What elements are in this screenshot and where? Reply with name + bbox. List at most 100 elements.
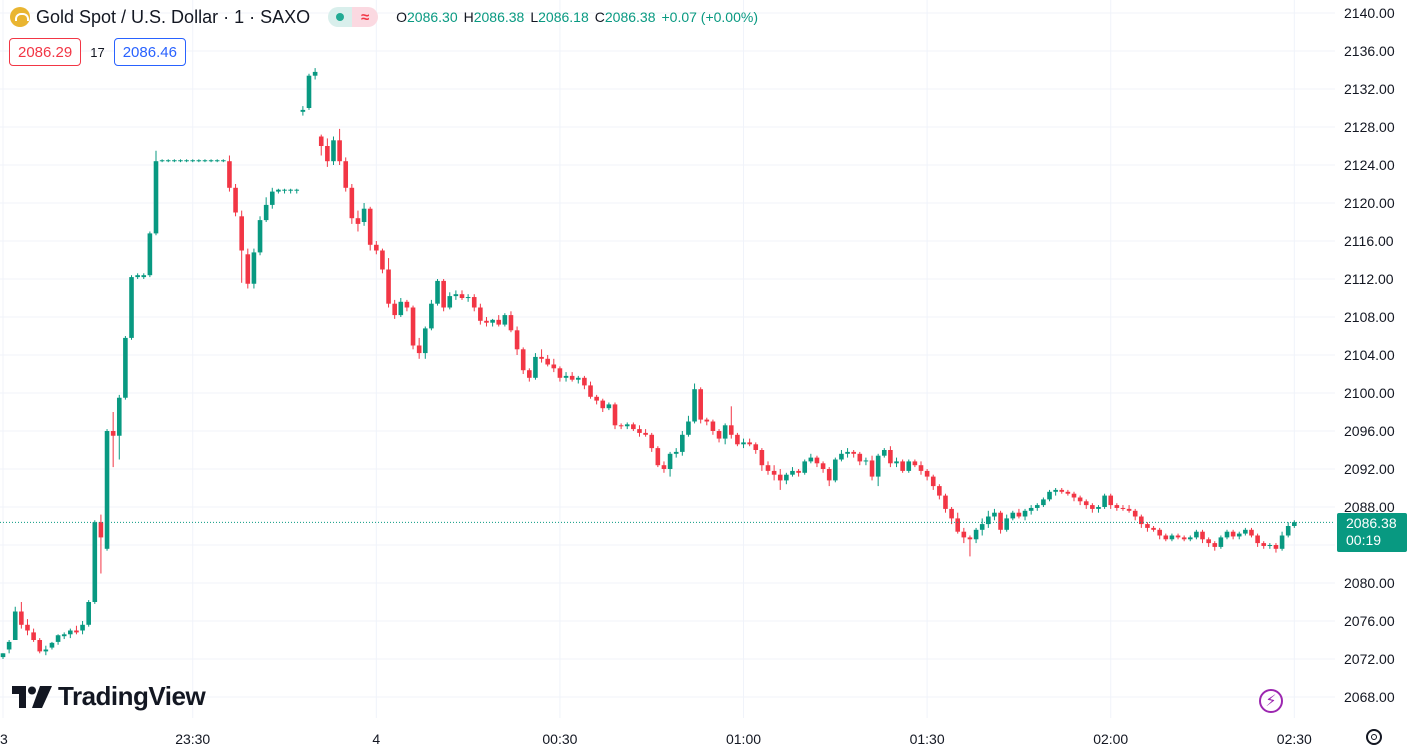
candle-body [276, 189, 281, 192]
candle [282, 188, 287, 194]
candle-body [1102, 495, 1107, 507]
tradingview-logo[interactable]: TradingView [12, 681, 206, 712]
candle [1243, 527, 1248, 536]
candle [25, 619, 30, 636]
candle [1163, 533, 1169, 542]
candle [637, 425, 642, 437]
candle [1218, 535, 1224, 549]
candle-body [1004, 518, 1009, 530]
price-tick-label: 2100.00 [1344, 385, 1395, 401]
candle [1102, 493, 1107, 509]
candle [728, 406, 734, 439]
open-value: 2086.30 [407, 9, 458, 25]
candle-body [600, 400, 606, 409]
candle-body [1273, 545, 1279, 549]
time-tick-label: 00:30 [542, 731, 577, 747]
candle-body [178, 160, 183, 162]
candle-body [992, 512, 997, 517]
candle [777, 469, 783, 490]
candle [741, 438, 746, 449]
candle-body [894, 461, 899, 464]
candle-body [422, 328, 428, 354]
candle-body [1249, 529, 1254, 536]
time-tick-label: 02:30 [1277, 731, 1312, 747]
candle-body [863, 460, 869, 462]
candle-body [1285, 526, 1291, 536]
candle-body [263, 204, 269, 221]
candle [1096, 505, 1101, 513]
candle-body [716, 431, 722, 439]
candle [410, 305, 416, 350]
settings-icon[interactable] [1366, 729, 1382, 745]
candle [1151, 526, 1156, 532]
candle [557, 366, 563, 382]
candle-body [686, 421, 691, 435]
candle [141, 273, 147, 279]
buy-button[interactable]: 2086.46 [113, 38, 186, 66]
candle [1206, 537, 1211, 547]
candle-body [961, 531, 967, 538]
candle-body [110, 431, 116, 436]
candle-body [820, 463, 826, 469]
candle-body [245, 254, 251, 284]
candle [906, 459, 912, 473]
candle [735, 432, 740, 447]
candle [459, 290, 465, 300]
candle [6, 640, 12, 654]
candle-body [930, 476, 936, 487]
tradingview-mark-icon [12, 685, 52, 708]
sell-button[interactable]: 2086.29 [9, 38, 82, 66]
candle [912, 459, 918, 468]
candle [86, 600, 91, 627]
candle-body [190, 160, 196, 162]
candle-body [410, 307, 416, 346]
candle-body [979, 524, 985, 530]
candle [147, 231, 153, 278]
candle-body [1236, 533, 1242, 537]
candle-body [153, 161, 159, 234]
candle-body [92, 522, 98, 602]
candle-body [398, 301, 404, 316]
candle-body [698, 389, 703, 420]
candle-body [282, 189, 287, 191]
price-tick-label: 2116.00 [1344, 233, 1394, 249]
candle [337, 128, 342, 165]
candle [710, 419, 716, 435]
candle [998, 510, 1003, 534]
candle-body [533, 356, 538, 378]
candle-body [294, 189, 300, 191]
candle [930, 474, 936, 490]
time-tick-label: 02:00 [1093, 731, 1128, 747]
candle-body [735, 434, 740, 445]
time-tick-label: 3 [0, 731, 8, 747]
candle-body [765, 465, 771, 471]
candle [294, 188, 300, 194]
candle [98, 514, 104, 574]
candle [129, 275, 134, 340]
market-status[interactable]: ≈ [328, 7, 379, 27]
candle-body [655, 448, 661, 466]
candle [551, 358, 557, 373]
candle [888, 446, 893, 468]
candle-body [1114, 505, 1120, 508]
candle [1224, 529, 1230, 540]
candle-body [1047, 491, 1052, 500]
candle [74, 625, 79, 635]
time-tick-label: 01:00 [726, 731, 761, 747]
candle-body [367, 208, 373, 245]
candle-body [1120, 507, 1126, 509]
candle-body [557, 368, 563, 378]
lightning-icon[interactable]: ⚡︎ [1259, 689, 1283, 713]
candle [227, 155, 232, 192]
candle-body [704, 419, 710, 422]
price-tick-label: 2076.00 [1344, 613, 1395, 629]
candle-body [214, 160, 220, 162]
candle [1059, 488, 1065, 494]
candle [49, 641, 55, 650]
candle [1187, 535, 1193, 542]
candle-body [380, 250, 385, 270]
symbol-title[interactable]: Gold Spot / U.S. Dollar · 1 · SAXO [36, 6, 311, 27]
candle-body [1194, 531, 1199, 538]
candle-body [123, 337, 128, 398]
